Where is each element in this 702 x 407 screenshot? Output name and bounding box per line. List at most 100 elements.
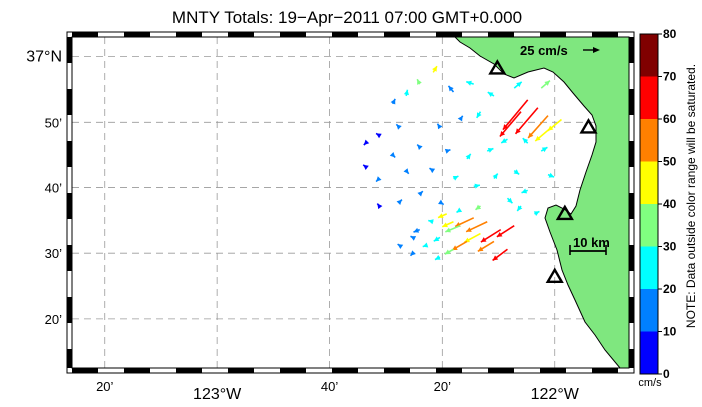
colorbar-tick-label: 50 (663, 155, 677, 169)
current-vector (500, 138, 508, 144)
current-vector-head (476, 112, 482, 118)
frame-segment (384, 32, 410, 37)
frame-segment (629, 141, 634, 167)
current-vector (547, 118, 562, 132)
current-vector (396, 199, 403, 206)
current-vector (429, 167, 436, 174)
frame-segment (67, 297, 72, 323)
current-vector-head (492, 173, 498, 180)
current-vector-head (501, 138, 507, 143)
current-vector-head (457, 115, 463, 122)
current-vector (492, 248, 508, 262)
colorbar-tick-label: 30 (663, 240, 677, 254)
frame-segment (67, 193, 72, 219)
current-vector (452, 175, 459, 181)
current-vector (413, 227, 421, 233)
frame-segment (67, 141, 72, 167)
frame-segment (228, 368, 254, 373)
current-vector-head (544, 80, 550, 86)
current-vector (390, 98, 396, 105)
x-tick-label: 40’ (321, 379, 338, 394)
current-vector (441, 221, 454, 228)
current-vector-head (403, 168, 409, 174)
current-vector-shaft (502, 99, 529, 131)
frame-segment (332, 368, 358, 373)
current-vector-head (445, 227, 451, 233)
y-tick-label: 30’ (45, 246, 62, 261)
current-vector-head (548, 172, 555, 178)
current-vector-shaft (499, 111, 522, 138)
current-vector-head (522, 138, 529, 144)
frame-segment (592, 32, 618, 37)
current-vector (513, 81, 523, 89)
current-vector-head (466, 227, 472, 232)
axis-labels: 20’ 123°W 40’ 20’ 122°W 37°N 50’ 40’ 30’ 20’ (26, 49, 579, 403)
x-tick-label: 122°W (531, 386, 580, 403)
current-vector (409, 250, 416, 257)
colorbar-units: cm/s (638, 377, 662, 389)
current-vector (492, 173, 499, 180)
current-vector (527, 115, 549, 139)
current-vector-head (363, 164, 369, 170)
current-vector-head (433, 236, 440, 242)
y-tick-label: 20’ (45, 312, 62, 327)
current-vector (465, 153, 472, 160)
current-vector-head (389, 152, 396, 158)
radar-station-triangle (488, 59, 507, 75)
current-vector (502, 99, 529, 131)
frame-segment (67, 89, 72, 115)
current-vector-head (452, 245, 458, 251)
frame-segment (488, 368, 514, 373)
current-vector-head (507, 197, 513, 204)
frame-segment (384, 368, 410, 373)
plot-area (72, 37, 629, 368)
frame-segment (67, 37, 72, 63)
x-tick-label: 20’ (434, 379, 451, 394)
current-vector (451, 240, 468, 251)
colorbar-segment (640, 119, 658, 162)
current-vector (499, 111, 522, 138)
current-vector-head (521, 188, 528, 194)
current-vector (480, 228, 502, 243)
current-vector-head (376, 176, 382, 182)
current-vector (444, 148, 451, 154)
frame-segment (629, 193, 634, 219)
frame-segment (629, 297, 634, 323)
grid-layer (72, 37, 629, 368)
current-vector-head (437, 123, 443, 130)
current-vector-head (428, 219, 434, 225)
current-vector-head (492, 255, 499, 261)
current-vector-head (410, 250, 416, 256)
frame-segment (176, 368, 202, 373)
coastline-landmass (453, 36, 630, 369)
reference-vector-label: 25 cm/s (520, 43, 568, 58)
frame-segment (629, 37, 634, 63)
frame-segment (176, 32, 202, 37)
chart-title: MNTY Totals: 19−Apr−2011 07:00 GMT+0.000 (172, 8, 522, 27)
current-vector (403, 168, 410, 175)
current-vector-head (410, 236, 417, 241)
colorbar-note: NOTE: Data outside color range will be s… (684, 64, 698, 328)
frame-segment (228, 32, 254, 37)
colorbar-tick-label: 70 (663, 70, 677, 84)
current-vector (445, 224, 461, 233)
x-tick-label: 20’ (96, 379, 113, 394)
colorbar-segment (640, 204, 658, 247)
current-vector (416, 144, 423, 150)
current-vector-head (397, 244, 404, 250)
current-vector-head (396, 199, 402, 206)
current-vector (362, 164, 369, 170)
current-vector-head (517, 205, 523, 211)
current-vector-head (432, 66, 437, 72)
frame-segment (488, 32, 514, 37)
current-vector (434, 255, 441, 261)
current-vector (403, 89, 410, 97)
frame-segment (629, 89, 634, 115)
current-vector-head (487, 147, 494, 153)
current-vector (476, 111, 482, 119)
current-vector (514, 107, 539, 135)
frame-segment (124, 368, 150, 373)
radar-station-triangle (555, 204, 574, 221)
current-vector-head (363, 139, 370, 146)
frame-segment (436, 32, 462, 37)
